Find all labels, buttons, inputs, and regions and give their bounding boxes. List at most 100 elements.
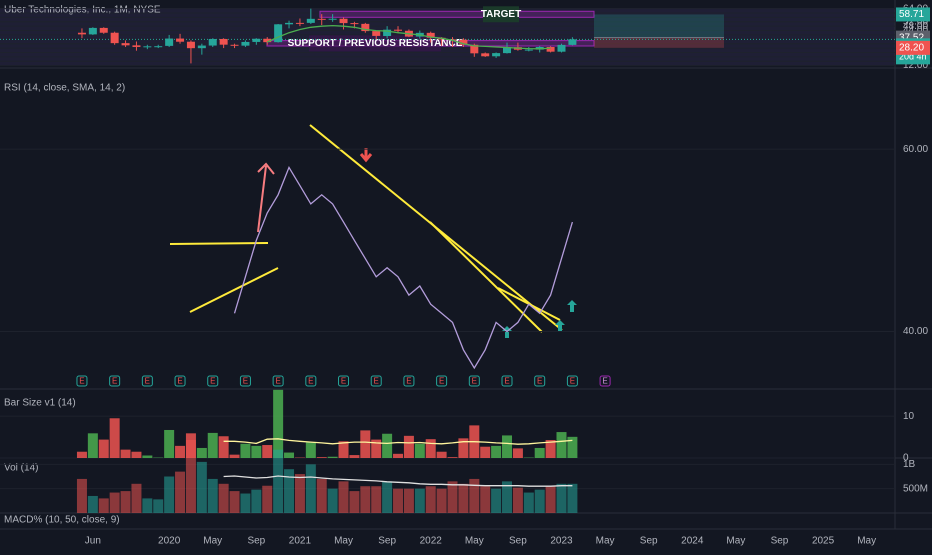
candle-body (307, 19, 315, 23)
bar (415, 444, 425, 458)
candle-body (481, 53, 489, 56)
bar (415, 489, 425, 513)
x-tick-label: May (726, 536, 745, 547)
x-tick-label: May (857, 536, 876, 547)
zone (320, 11, 594, 17)
x-tick-label: Sep (771, 536, 789, 547)
candle-body (252, 39, 260, 42)
bar (404, 489, 414, 513)
bar (186, 440, 196, 513)
earnings-label: E (602, 377, 607, 386)
pane-title: Bar Size v1 (14) (4, 398, 76, 409)
bar (317, 457, 327, 458)
bar (197, 462, 207, 513)
candle-body (111, 33, 119, 43)
bar (77, 452, 87, 458)
earnings-label: E (243, 377, 248, 386)
bar (164, 476, 174, 513)
position-profit (594, 14, 724, 37)
bar (175, 472, 185, 513)
earnings-label: E (112, 377, 117, 386)
candle-body (231, 45, 239, 46)
candle-body (394, 30, 402, 31)
bar (557, 484, 567, 513)
earnings-label: E (145, 377, 150, 386)
bar (284, 469, 294, 513)
earnings-label: E (341, 377, 346, 386)
x-tick-label: Sep (509, 536, 527, 547)
bar (142, 455, 152, 458)
x-tick-label: May (465, 536, 484, 547)
bar (284, 453, 294, 458)
bar (502, 435, 512, 458)
bar (426, 486, 436, 513)
pane-title: RSI (14, close, SMA, 14, 2) (4, 83, 125, 94)
candle-body (492, 53, 500, 56)
bar (328, 489, 338, 513)
x-tick-label: 2020 (158, 536, 181, 547)
x-tick-label: Jun (85, 536, 101, 547)
x-tick-label: Sep (247, 536, 265, 547)
bar (557, 432, 567, 458)
bar (110, 493, 120, 513)
bar (437, 452, 447, 458)
bar (480, 447, 490, 458)
bar (393, 454, 403, 458)
bar (77, 479, 87, 513)
bar (230, 455, 240, 458)
bar (219, 484, 229, 513)
earnings-label: E (275, 377, 280, 386)
x-tick-label: Sep (378, 536, 396, 547)
candle-body (340, 19, 348, 23)
bar (208, 433, 218, 458)
zone-label: TARGET (481, 9, 521, 20)
candle-body (372, 31, 380, 36)
bar (404, 436, 414, 458)
bar (371, 486, 381, 513)
bar (382, 481, 392, 513)
bar (273, 390, 283, 458)
bar (524, 493, 534, 513)
bar (230, 491, 240, 513)
bar (339, 481, 349, 513)
price-badge-label: 58.71 (899, 9, 924, 20)
candle-body (318, 19, 326, 20)
y-tick-label: 10 (903, 411, 915, 422)
bar (491, 446, 501, 458)
x-tick-label: 2023 (550, 536, 573, 547)
bar (219, 436, 229, 458)
bar (349, 455, 359, 458)
x-tick-label: May (596, 536, 615, 547)
candle-body (274, 24, 282, 42)
bar (99, 498, 109, 513)
x-tick-label: 2024 (681, 536, 704, 547)
bar (131, 484, 141, 513)
bar (110, 418, 120, 458)
bar (469, 479, 479, 513)
position-loss (594, 38, 724, 48)
bar (360, 486, 370, 513)
earnings-label: E (570, 377, 575, 386)
candle-body (296, 23, 304, 24)
x-tick-label: May (203, 536, 222, 547)
candle-body (100, 28, 108, 33)
bar (306, 464, 316, 513)
earnings-label: E (537, 377, 542, 386)
bar (458, 484, 468, 513)
earnings-label: E (504, 377, 509, 386)
candle-body (329, 19, 337, 20)
bar (197, 448, 207, 458)
bar (208, 479, 218, 513)
bar (513, 488, 523, 513)
pane-title: MACD% (10, 50, close, 9) (4, 515, 120, 526)
bar (131, 452, 141, 458)
bar (535, 490, 545, 513)
candle-body (525, 50, 533, 51)
bar (121, 450, 131, 458)
candle-body (165, 39, 173, 46)
trend-line (170, 243, 268, 244)
candle-body (176, 39, 184, 42)
